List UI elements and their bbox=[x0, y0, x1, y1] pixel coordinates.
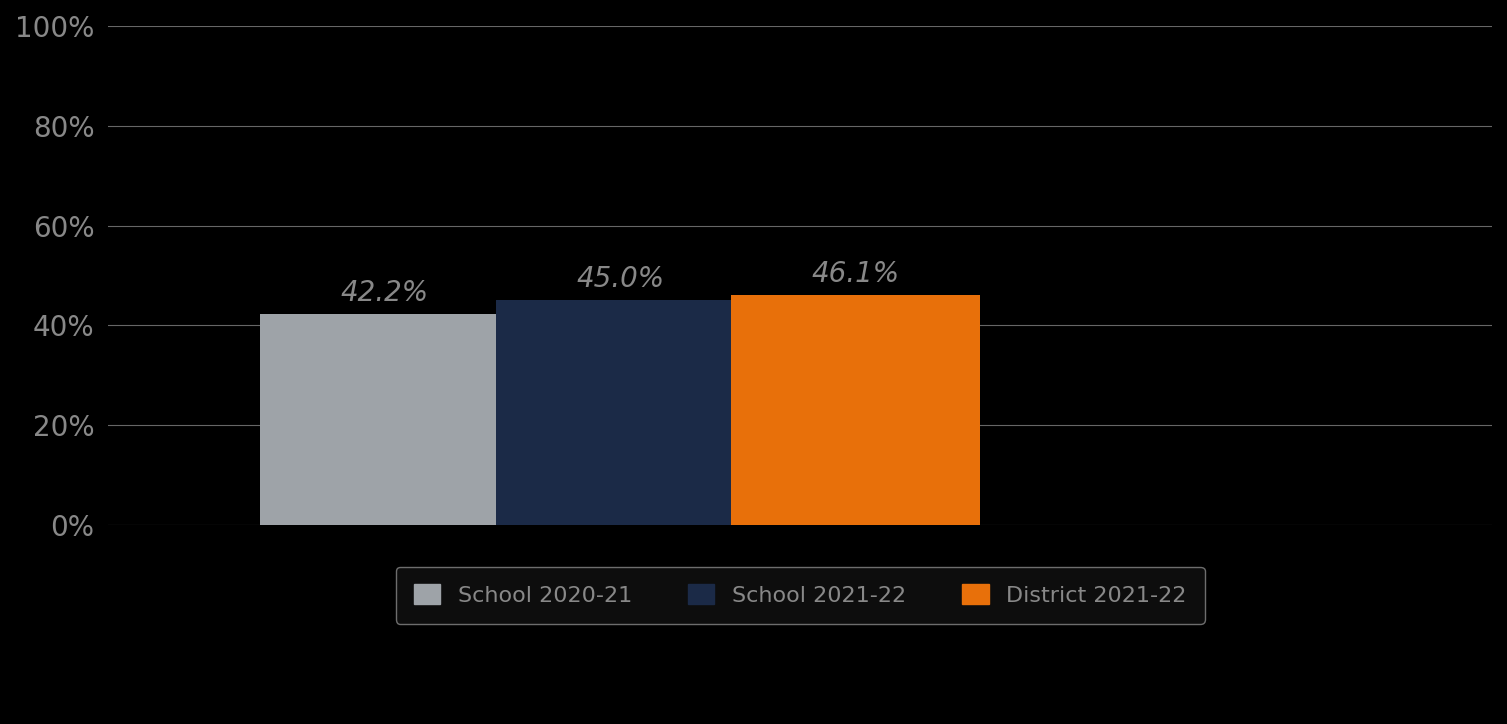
Bar bbox=[261, 314, 509, 525]
Bar bbox=[731, 295, 980, 525]
Text: 45.0%: 45.0% bbox=[576, 265, 665, 293]
Text: 42.2%: 42.2% bbox=[341, 279, 429, 307]
Legend: School 2020-21, School 2021-22, District 2021-22: School 2020-21, School 2021-22, District… bbox=[396, 567, 1204, 624]
Text: 46.1%: 46.1% bbox=[811, 259, 900, 287]
Bar bbox=[496, 300, 744, 525]
